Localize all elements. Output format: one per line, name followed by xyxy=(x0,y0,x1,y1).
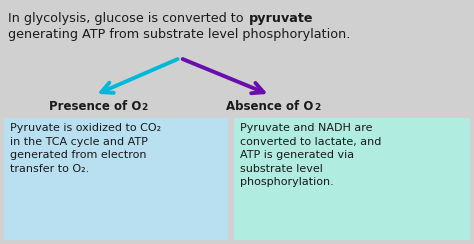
Bar xyxy=(234,118,470,240)
Text: In glycolysis, glucose is converted to: In glycolysis, glucose is converted to xyxy=(8,12,247,25)
Text: 2: 2 xyxy=(314,103,320,112)
Text: Absence of O: Absence of O xyxy=(227,100,314,113)
Text: Presence of O: Presence of O xyxy=(49,100,141,113)
Bar xyxy=(4,118,228,240)
Text: Pyruvate is oxidized to CO₂
in the TCA cycle and ATP
generated from electron
tra: Pyruvate is oxidized to CO₂ in the TCA c… xyxy=(10,123,161,174)
Text: 2: 2 xyxy=(141,103,147,112)
Text: pyruvate: pyruvate xyxy=(249,12,313,25)
Text: Pyruvate and NADH are
converted to lactate, and
ATP is generated via
substrate l: Pyruvate and NADH are converted to lacta… xyxy=(240,123,382,187)
Text: generating ATP from substrate level phosphorylation.: generating ATP from substrate level phos… xyxy=(8,28,350,41)
